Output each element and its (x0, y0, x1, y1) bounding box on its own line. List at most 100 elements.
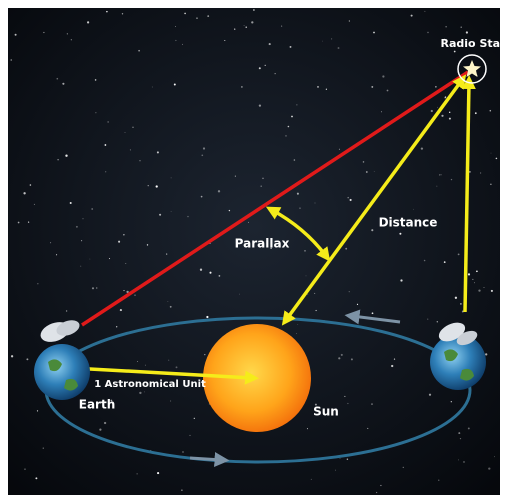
au-label: 1 Astronomical Unit (94, 379, 206, 390)
star-dot (468, 273, 470, 275)
star-dot (435, 86, 436, 87)
star-dot (451, 179, 452, 180)
star-dot (57, 78, 59, 80)
star-dot (427, 32, 428, 33)
star-dot (449, 112, 450, 113)
star-dot (87, 21, 89, 23)
star-dot (344, 396, 345, 397)
star-dot (132, 127, 133, 128)
star-dot (363, 161, 365, 163)
star-dot (56, 254, 57, 255)
star-dot (394, 358, 395, 359)
star-dot (156, 185, 158, 187)
star-dot (99, 429, 101, 431)
star-dot (187, 216, 188, 217)
star-dot (157, 151, 159, 153)
star-dot (491, 290, 493, 292)
star-dot (315, 203, 316, 204)
star-dot (130, 149, 131, 150)
star-dot (109, 258, 110, 259)
star-dot (174, 84, 176, 86)
star-dot (206, 316, 208, 318)
star-dot (357, 304, 358, 305)
star-dot (181, 489, 183, 491)
star-dot (340, 458, 341, 459)
star-dot (438, 480, 439, 481)
star-dot (367, 428, 368, 429)
star-dot (123, 290, 124, 291)
star-dot (219, 275, 221, 277)
star-dot (253, 9, 255, 11)
star-dot (455, 297, 457, 299)
star-dot (445, 26, 446, 27)
star-dot (439, 174, 440, 175)
star-dot (331, 38, 332, 39)
star-dot (371, 229, 373, 231)
star-dot (458, 432, 460, 434)
star-dot (437, 321, 438, 322)
star-dot (350, 199, 352, 201)
star-dot (30, 184, 32, 186)
star-dot (37, 410, 38, 411)
star-dot (391, 365, 393, 367)
star-dot (203, 147, 205, 149)
star-dot (138, 50, 140, 52)
star-dot (461, 27, 462, 28)
star-dot (297, 193, 299, 195)
star-dot (18, 222, 20, 224)
star-dot (175, 26, 176, 27)
star-dot (335, 470, 336, 471)
star-dot (466, 31, 468, 33)
star-dot (182, 44, 183, 45)
star-dot (23, 192, 25, 194)
star-dot (472, 279, 473, 280)
star-dot (43, 448, 44, 449)
star-dot (445, 96, 446, 97)
star-dot (168, 360, 169, 361)
star-dot (125, 132, 126, 133)
star-dot (411, 15, 413, 17)
star-dot (304, 250, 305, 251)
star-dot (137, 473, 138, 474)
star-dot (67, 33, 68, 34)
orbit-arrow (190, 458, 222, 460)
star-dot (229, 210, 230, 211)
star-dot (81, 240, 82, 241)
star-dot (338, 357, 340, 359)
star-dot (137, 361, 138, 362)
star-dot (339, 149, 340, 150)
star-dot (463, 461, 464, 462)
star-dot (427, 319, 428, 320)
star-dot (468, 427, 470, 429)
star-dot (95, 112, 96, 113)
star-dot (262, 178, 263, 179)
star-dot (204, 354, 205, 355)
star-dot (458, 253, 460, 255)
star-dot (480, 173, 481, 174)
star-dot (90, 259, 91, 260)
star-dot (281, 26, 282, 27)
earth-label: Earth (79, 398, 116, 412)
star-dot (108, 121, 109, 122)
star-dot (306, 276, 307, 277)
star-dot (421, 147, 423, 149)
star-dot (372, 312, 374, 314)
star-dot (251, 21, 253, 23)
star-dot (476, 270, 478, 272)
star-dot (399, 233, 401, 235)
sun (203, 324, 311, 432)
star-dot (275, 73, 276, 74)
star-dot (57, 159, 58, 160)
star-dot (194, 418, 195, 419)
star-dot (118, 241, 120, 243)
star-dot (269, 43, 271, 45)
star-dot (171, 211, 172, 212)
star-dot (460, 303, 462, 305)
star-dot (458, 460, 459, 461)
star-dot (351, 358, 353, 360)
star-dot (490, 110, 492, 112)
star-dot (485, 353, 487, 355)
star-dot (152, 87, 153, 88)
star-dot (170, 400, 171, 401)
distance-label: Distance (379, 216, 438, 230)
